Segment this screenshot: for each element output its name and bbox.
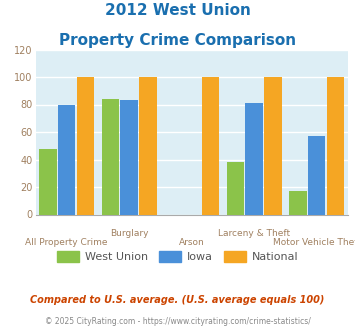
Bar [308, 136, 326, 214]
Text: Burglary: Burglary [110, 229, 148, 238]
Text: Arson: Arson [179, 238, 204, 247]
Text: Compared to U.S. average. (U.S. average equals 100): Compared to U.S. average. (U.S. average … [30, 295, 325, 305]
Bar [39, 148, 57, 214]
Bar [327, 77, 344, 214]
Bar [102, 99, 119, 214]
Bar [120, 100, 138, 214]
Bar [227, 162, 244, 214]
Legend: West Union, Iowa, National: West Union, Iowa, National [53, 247, 302, 267]
Bar [77, 77, 94, 214]
Bar [202, 77, 219, 214]
Bar [264, 77, 282, 214]
Bar [139, 77, 157, 214]
Text: © 2025 CityRating.com - https://www.cityrating.com/crime-statistics/: © 2025 CityRating.com - https://www.city… [45, 317, 310, 326]
Text: Motor Vehicle Theft: Motor Vehicle Theft [273, 238, 355, 247]
Text: All Property Crime: All Property Crime [26, 238, 108, 247]
Text: 2012 West Union: 2012 West Union [105, 3, 250, 18]
Bar [58, 105, 76, 214]
Bar [245, 103, 263, 214]
Text: Property Crime Comparison: Property Crime Comparison [59, 33, 296, 48]
Text: Larceny & Theft: Larceny & Theft [218, 229, 290, 238]
Bar [289, 191, 307, 214]
